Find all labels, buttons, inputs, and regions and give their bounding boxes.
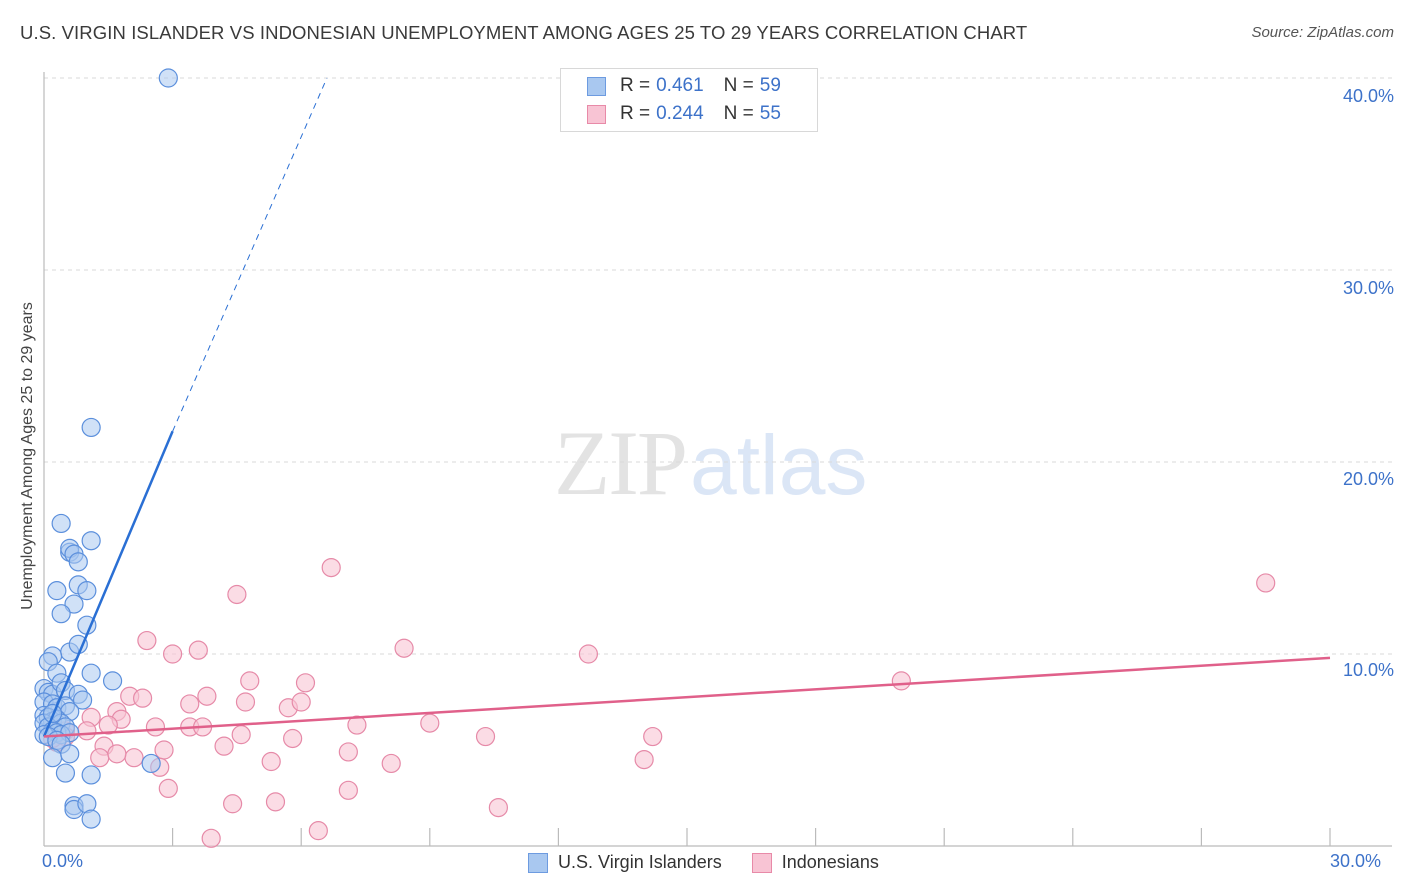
watermark-zip: ZIP [554,412,688,514]
virgin-islanders-point[interactable] [81,809,101,829]
virgin-islanders-point[interactable] [81,765,101,785]
indonesians-point[interactable] [643,726,663,747]
virgin-islanders-point[interactable] [81,663,101,683]
indonesians-points [42,557,1276,848]
trendlines [42,77,1331,738]
indonesians-point[interactable] [420,713,440,733]
virgin-islanders-point[interactable] [77,581,97,601]
indonesians-point[interactable] [488,797,508,818]
indonesians-point[interactable] [394,638,414,658]
indonesians-point[interactable] [154,740,174,760]
r-label: R = [620,75,651,96]
r-value: 0.244 [656,103,704,124]
indonesians-point[interactable] [235,692,256,712]
chart-title: U.S. VIRGIN ISLANDER VS INDONESIAN UNEMP… [20,22,1028,43]
watermark: ZIPatlas [554,410,867,516]
indonesians-point[interactable] [891,671,911,691]
indonesians-point[interactable] [145,717,166,737]
indonesians-point[interactable] [158,778,178,799]
indonesians-point[interactable] [77,721,97,741]
virgin-islanders-point[interactable] [72,690,93,710]
indonesians-point[interactable] [163,644,183,664]
x-tick-0: 0.0% [42,851,84,871]
n-value: 59 [759,75,781,96]
indonesians-point[interactable] [338,742,358,762]
virgin-islanders-point[interactable] [47,581,67,601]
indonesians-point[interactable] [132,688,153,708]
indonesians-trendline [43,656,1331,738]
x-tick-30: 30.0% [1330,851,1382,871]
pink-swatch-icon [751,852,772,873]
virgin-islanders-points [34,68,178,829]
gridlines [44,77,1392,655]
indonesians-point[interactable] [308,821,328,841]
legend-label: Indonesians [781,852,879,872]
indonesians-point[interactable] [180,694,200,714]
correlation-legend: R = 0.461 N = 59 R = 0.244 N = 55 [560,68,818,132]
indonesians-point[interactable] [137,630,157,651]
n-value: 55 [759,103,781,124]
virgin-islanders-point[interactable] [51,513,71,534]
blue-swatch-icon [528,852,548,873]
virgin-islanders-trendline-extension [172,77,328,432]
virgin-islanders-point[interactable] [55,763,76,783]
indonesians-point[interactable] [201,828,221,848]
indonesians-point[interactable] [107,744,127,764]
y-tick-10: 10.0% [1342,660,1394,680]
y-tick-20: 20.0% [1342,469,1394,489]
y-axis-label: Unemployment Among Ages 25 to 29 years [19,302,36,610]
virgin-islanders-trendline [42,430,174,738]
virgin-islanders-point[interactable] [81,417,101,438]
indonesians-point[interactable] [578,644,599,664]
r-label: R = [620,103,651,124]
legend-item-virgin-islanders[interactable]: U.S. Virgin Islanders [528,852,722,873]
n-label: N = [723,75,754,96]
series-legend: U.S. Virgin Islanders Indonesians [528,852,909,873]
indonesians-point[interactable] [223,794,243,814]
indonesians-point[interactable] [338,780,358,800]
indonesians-point[interactable] [227,584,247,605]
indonesians-point[interactable] [261,751,281,772]
indonesians-point[interactable] [283,728,303,749]
legend-row-indonesians: R = 0.244 N = 55 [587,101,781,127]
indonesians-point[interactable] [347,715,367,735]
r-value: 0.461 [656,75,704,96]
virgin-islanders-point[interactable] [42,748,63,768]
pink-swatch-icon [587,104,606,124]
indonesians-point[interactable] [188,640,208,660]
virgin-islanders-point[interactable] [64,594,84,614]
indonesians-point[interactable] [295,673,316,693]
virgin-islanders-point[interactable] [102,671,123,691]
legend-item-indonesians[interactable]: Indonesians [751,852,879,873]
indonesians-point[interactable] [1256,573,1276,593]
indonesians-point[interactable] [634,749,654,770]
indonesians-point[interactable] [124,748,144,768]
virgin-islanders-point[interactable] [51,604,71,624]
indonesians-point[interactable] [197,686,217,706]
watermark-atlas: atlas [690,418,868,512]
indonesians-point[interactable] [98,715,118,735]
indonesians-point[interactable] [381,753,401,774]
indonesians-point[interactable] [90,748,110,768]
y-tick-30: 30.0% [1342,278,1394,298]
indonesians-point[interactable] [231,725,251,745]
n-label: N = [723,103,754,124]
legend-row-virgin-islanders: R = 0.461 N = 59 [587,73,781,99]
indonesians-point[interactable] [214,736,234,756]
indonesians-point[interactable] [321,557,341,578]
virgin-islanders-point[interactable] [141,753,161,774]
virgin-islanders-point[interactable] [158,68,178,88]
virgin-islanders-point[interactable] [81,531,101,551]
legend-label: U.S. Virgin Islanders [558,852,722,872]
source-label: Source: ZipAtlas.com [1251,24,1394,41]
y-tick-40: 40.0% [1342,86,1394,106]
blue-swatch-icon [587,76,606,96]
indonesians-point[interactable] [291,692,311,712]
virgin-islanders-point[interactable] [60,744,80,764]
virgin-islanders-point[interactable] [68,552,88,572]
indonesians-point[interactable] [240,671,260,691]
indonesians-point[interactable] [475,726,496,747]
indonesians-point[interactable] [265,792,286,812]
